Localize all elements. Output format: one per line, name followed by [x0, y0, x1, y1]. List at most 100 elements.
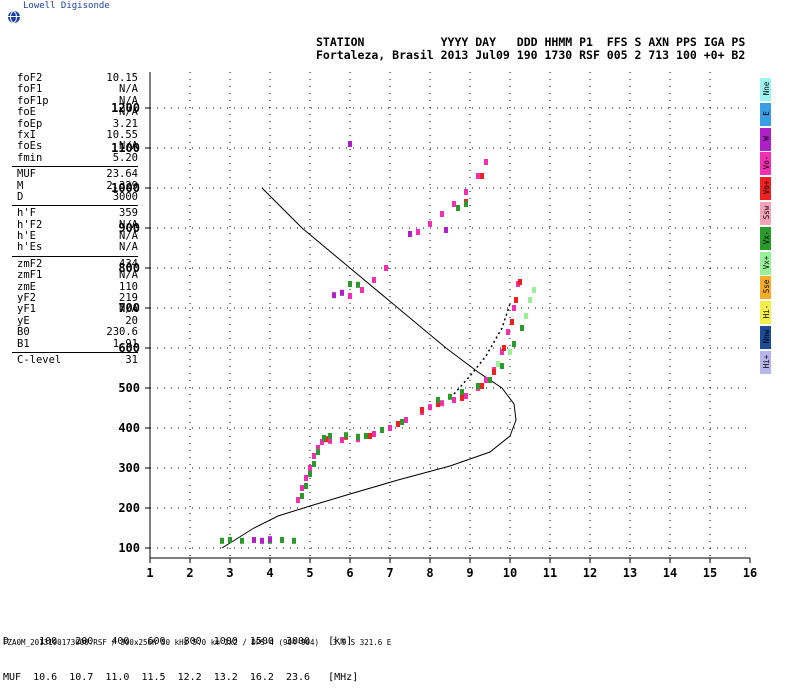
- echo-point: [304, 475, 308, 481]
- param-row: B0 230.6: [0, 326, 138, 339]
- param-label: B0: [17, 326, 30, 339]
- param-separator: [12, 255, 138, 257]
- echo-point: [328, 437, 332, 444]
- param-label: zmE: [17, 280, 36, 293]
- param-row: foE N/A: [0, 106, 138, 119]
- echo-point: [520, 325, 524, 331]
- param-value: 219: [119, 292, 138, 305]
- scaled-parameters-panel: foF2 10.15 foF1 N/A foF1p N/A foE N/A foEp 3.21 fx…: [0, 72, 138, 366]
- param-row: yF2 219: [0, 292, 138, 305]
- param-value: 10.15: [106, 72, 138, 84]
- y-tick-label: 800: [118, 261, 140, 275]
- echo-point: [436, 397, 440, 403]
- param-value: 23.64: [106, 168, 138, 181]
- x-tick-label: 6: [346, 566, 353, 580]
- echo-point: [404, 417, 408, 423]
- x-tick-label: 1: [146, 566, 153, 580]
- echo-point: [328, 433, 332, 439]
- echo-point: [440, 400, 444, 407]
- echo-point: [240, 537, 244, 544]
- y-tick-label: 1000: [111, 181, 140, 195]
- echo-point: [384, 265, 388, 271]
- echo-point: [476, 173, 480, 179]
- dotted-trace-line: [453, 303, 511, 395]
- param-value: 20: [125, 314, 138, 327]
- echo-point: [528, 297, 532, 303]
- echo-point: [452, 201, 456, 207]
- true-height-profile-line: [221, 187, 517, 549]
- param-label: h'E: [17, 230, 36, 243]
- echo-point: [300, 485, 304, 491]
- echo-point: [502, 345, 506, 351]
- y-tick-label: 400: [118, 421, 140, 435]
- param-label: foE: [17, 106, 36, 119]
- param-row: foEp 3.21: [0, 118, 138, 130]
- echo-point: [348, 141, 352, 147]
- legend-label: Nne: [762, 81, 771, 96]
- param-label: foF1: [17, 83, 43, 96]
- param-label: fmin: [17, 151, 43, 164]
- legend-label: Ssw: [762, 205, 771, 220]
- echo-point: [348, 281, 352, 287]
- echo-point: [280, 537, 284, 543]
- x-tick-label: 11: [543, 566, 557, 580]
- param-row: foEs N/A: [0, 140, 138, 152]
- echo-point: [372, 277, 376, 283]
- legend-label: Hi+: [762, 354, 771, 369]
- legend-label: Vx+: [762, 255, 771, 269]
- param-value: 359: [119, 207, 138, 220]
- echo-point: [388, 425, 392, 431]
- param-value: 1.91: [112, 337, 138, 350]
- param-value: 110: [119, 280, 138, 293]
- param-row: MUF 23.64: [0, 168, 138, 181]
- echo-point: [312, 453, 316, 459]
- echo-point: [460, 395, 464, 401]
- param-value: N/A: [119, 303, 138, 316]
- echo-point: [260, 537, 264, 544]
- legend-item: Ssw: [760, 201, 771, 225]
- x-tick-label: 3: [226, 566, 233, 580]
- legend-item: E: [760, 102, 771, 126]
- param-row: C-level 31: [0, 354, 138, 366]
- param-value: N/A: [119, 269, 138, 282]
- muf-distance-table: D 100 200 400 600 800 1000 1500 3000 [km…: [3, 612, 358, 696]
- x-tick-label: 8: [426, 566, 433, 580]
- param-label: B1: [17, 337, 30, 350]
- echo-point: [480, 383, 484, 389]
- param-label: yF1: [17, 303, 36, 316]
- echo-point: [364, 433, 368, 439]
- echo-point: [436, 401, 440, 407]
- echo-point: [396, 421, 400, 427]
- echo-point: [448, 393, 452, 400]
- echo-point: [508, 349, 512, 355]
- echo-point: [460, 389, 464, 395]
- param-row: fmin 5.20: [0, 151, 138, 164]
- legend-item: Hi-: [760, 301, 771, 325]
- echo-point: [532, 287, 536, 293]
- logo-text: Lowell Digisonde: [23, 1, 110, 11]
- echo-point: [228, 537, 232, 543]
- echo-point: [400, 419, 404, 425]
- param-value: 2.329: [106, 179, 138, 192]
- echo-point: [464, 393, 468, 399]
- param-value: 230.6: [106, 326, 138, 339]
- legend-label: Hi-: [762, 304, 771, 319]
- echo-point: [356, 281, 360, 288]
- param-row: zmF1 N/A: [0, 269, 138, 282]
- legend-item: Nnw: [760, 325, 771, 349]
- file-info-footer: FZA0M_2013190173000.RSF / 300x256h 50 kH…: [3, 638, 392, 647]
- param-value: 5.20: [112, 151, 138, 164]
- echo-point: [308, 471, 312, 477]
- legend-item: Hi+: [760, 350, 771, 374]
- param-row: h'Es N/A: [0, 242, 138, 254]
- y-tick-label: 1200: [111, 101, 140, 115]
- param-row: h'F 359: [0, 207, 138, 220]
- param-label: MUF: [17, 168, 36, 181]
- echo-point: [444, 227, 448, 233]
- echo-point: [440, 211, 444, 217]
- echo-point: [312, 461, 316, 467]
- echo-point: [416, 229, 420, 235]
- param-value: N/A: [119, 106, 138, 119]
- y-tick-label: 1100: [111, 141, 140, 155]
- param-separator: [12, 205, 138, 207]
